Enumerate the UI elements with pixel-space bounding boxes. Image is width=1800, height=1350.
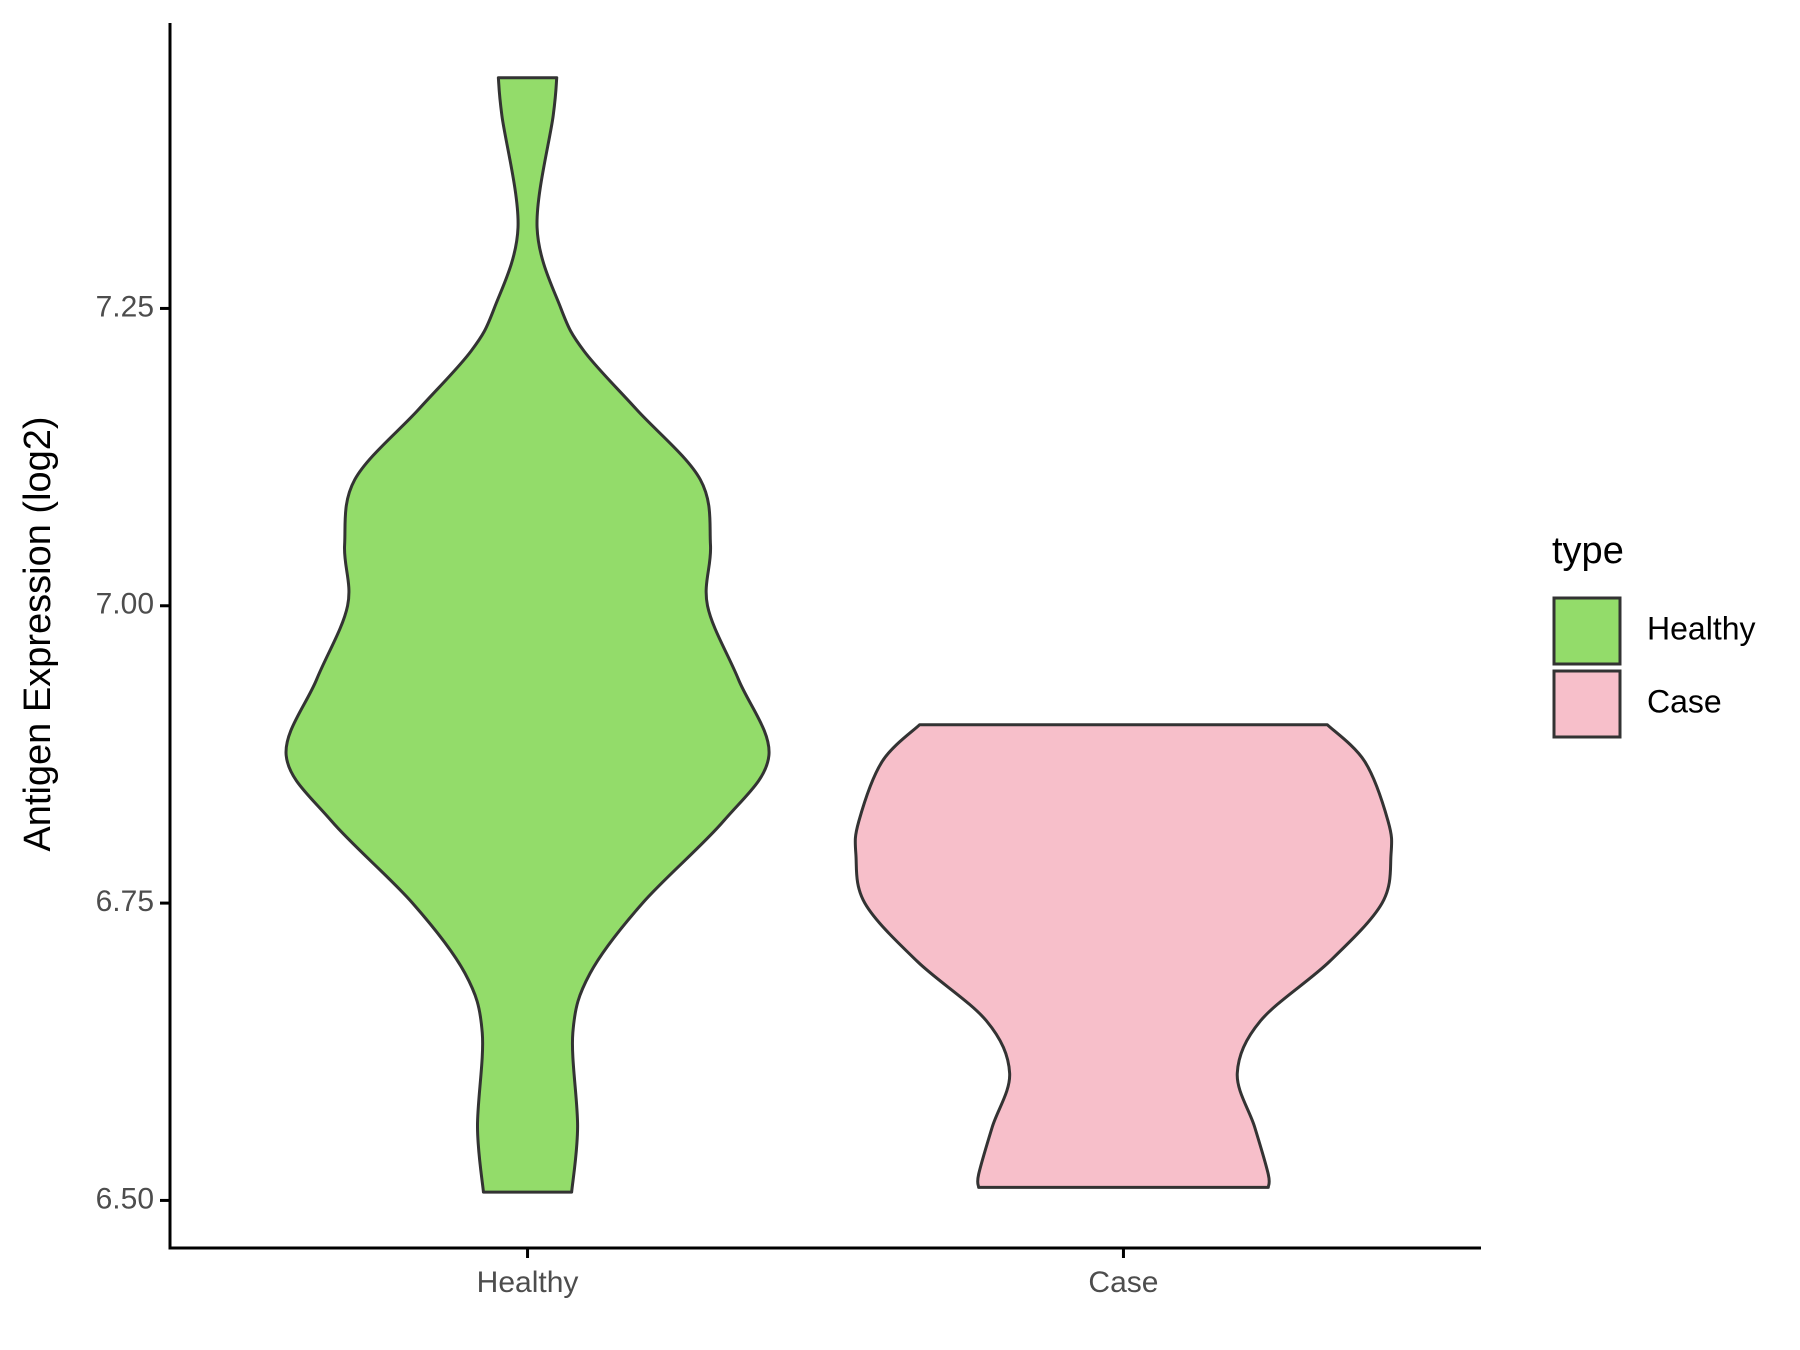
legend-key [1552,596,1622,666]
y-tick-label: 6.75 [96,885,154,918]
x-tick-label: Healthy [477,1266,579,1299]
legend-label: Healthy [1647,610,1756,646]
legend-key [1552,669,1622,739]
x-tick-label: Case [1088,1266,1158,1299]
violin [853,723,1394,1189]
legend-label: Case [1647,683,1722,719]
y-tick-label: 7.25 [96,290,154,323]
y-tick-label: 7.00 [96,588,154,621]
y-tick-label: 6.50 [96,1182,154,1215]
violin [284,76,771,1194]
y-axis-title: Antigen Expression (log2) [17,416,59,851]
legend-title: type [1552,530,1624,572]
